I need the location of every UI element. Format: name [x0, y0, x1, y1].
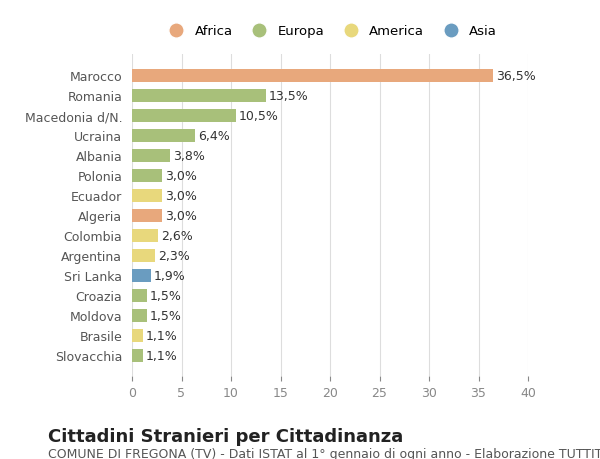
Bar	[132, 70, 493, 83]
Bar	[132, 169, 162, 182]
Text: 6,4%: 6,4%	[199, 129, 230, 142]
Text: 3,8%: 3,8%	[173, 150, 205, 162]
Text: 1,5%: 1,5%	[150, 289, 182, 302]
Text: 13,5%: 13,5%	[269, 90, 308, 103]
Bar	[132, 309, 147, 322]
Text: 2,6%: 2,6%	[161, 229, 193, 242]
Text: 36,5%: 36,5%	[496, 70, 536, 83]
Bar	[132, 110, 236, 123]
Text: 10,5%: 10,5%	[239, 110, 279, 123]
Text: COMUNE DI FREGONA (TV) - Dati ISTAT al 1° gennaio di ogni anno - Elaborazione TU: COMUNE DI FREGONA (TV) - Dati ISTAT al 1…	[48, 448, 600, 459]
Text: 1,5%: 1,5%	[150, 309, 182, 322]
Bar	[132, 129, 196, 142]
Bar	[132, 289, 147, 302]
Bar	[132, 229, 158, 242]
Bar	[132, 189, 162, 202]
Text: 1,1%: 1,1%	[146, 349, 178, 362]
Text: 3,0%: 3,0%	[164, 189, 197, 202]
Bar	[132, 209, 162, 222]
Text: 1,1%: 1,1%	[146, 329, 178, 342]
Text: Cittadini Stranieri per Cittadinanza: Cittadini Stranieri per Cittadinanza	[48, 427, 403, 445]
Text: 1,9%: 1,9%	[154, 269, 185, 282]
Legend: Africa, Europa, America, Asia: Africa, Europa, America, Asia	[158, 20, 502, 44]
Bar	[132, 249, 155, 262]
Text: 3,0%: 3,0%	[164, 209, 197, 222]
Text: 3,0%: 3,0%	[164, 169, 197, 182]
Bar	[132, 90, 266, 102]
Bar	[132, 150, 170, 162]
Bar	[132, 349, 143, 362]
Text: 2,3%: 2,3%	[158, 249, 190, 262]
Bar	[132, 329, 143, 342]
Bar	[132, 269, 151, 282]
